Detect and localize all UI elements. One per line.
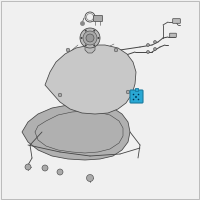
- Circle shape: [93, 44, 95, 46]
- Circle shape: [114, 48, 118, 52]
- FancyBboxPatch shape: [130, 90, 143, 103]
- Circle shape: [42, 165, 48, 171]
- Circle shape: [83, 31, 97, 45]
- Circle shape: [146, 50, 150, 53]
- Polygon shape: [22, 104, 130, 160]
- Circle shape: [154, 47, 156, 50]
- FancyBboxPatch shape: [94, 16, 102, 21]
- Circle shape: [146, 44, 150, 46]
- Polygon shape: [45, 45, 136, 114]
- Circle shape: [25, 164, 31, 170]
- Polygon shape: [85, 38, 95, 53]
- Circle shape: [66, 48, 70, 52]
- Circle shape: [138, 99, 139, 100]
- Circle shape: [86, 174, 94, 182]
- FancyBboxPatch shape: [173, 19, 180, 23]
- FancyBboxPatch shape: [170, 33, 176, 37]
- Circle shape: [58, 93, 62, 97]
- Circle shape: [98, 37, 100, 39]
- Circle shape: [133, 94, 134, 95]
- Circle shape: [93, 30, 95, 32]
- Circle shape: [80, 28, 100, 48]
- Circle shape: [85, 44, 87, 46]
- FancyBboxPatch shape: [135, 88, 138, 91]
- Circle shape: [133, 99, 134, 100]
- Circle shape: [135, 96, 137, 98]
- Circle shape: [85, 30, 87, 32]
- Circle shape: [80, 37, 83, 39]
- Circle shape: [154, 40, 156, 44]
- Circle shape: [57, 169, 63, 175]
- Circle shape: [86, 34, 94, 42]
- Circle shape: [126, 90, 130, 94]
- Circle shape: [138, 94, 139, 95]
